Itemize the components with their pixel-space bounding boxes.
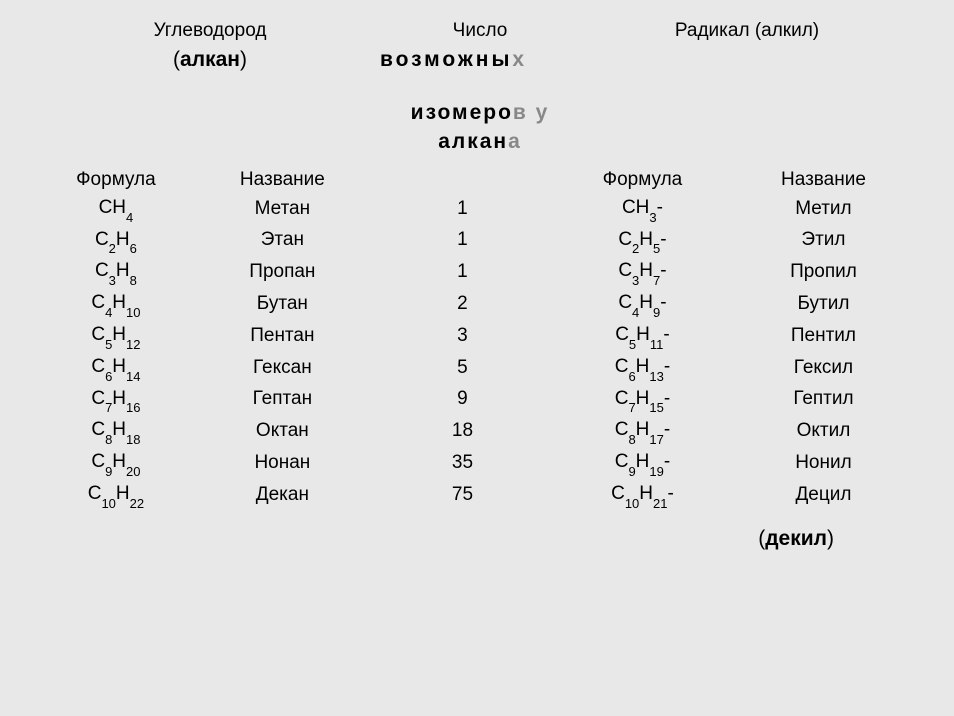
cell-formula-radical: C3H7-: [552, 256, 733, 288]
cell-isomer-count: 1: [373, 256, 552, 288]
cell-isomer-count: 9: [373, 384, 552, 416]
sub-header-row: (алкан) возможных: [40, 48, 914, 72]
alkane-table: Формула Название Формула Название CH4Мет…: [40, 165, 914, 511]
cell-name-radical: Октил: [733, 415, 914, 447]
cell-formula-radical: C6H13-: [552, 352, 733, 384]
cell-formula-radical: C2H5-: [552, 225, 733, 257]
cell-isomer-count: 1: [373, 225, 552, 257]
col-header-name-1: Название: [192, 165, 373, 193]
possible-label: возможных: [380, 48, 640, 72]
cell-formula-radical: C9H19-: [552, 447, 733, 479]
cell-name-alkane: Этан: [192, 225, 373, 257]
cell-name-alkane: Гептан: [192, 384, 373, 416]
table-row: C7H16Гептан9C7H15-Гептил: [40, 384, 914, 416]
footer-decyl: (декил): [40, 527, 914, 551]
cell-name-alkane: Пропан: [192, 256, 373, 288]
header-number: Число: [380, 20, 580, 42]
cell-name-alkane: Пентан: [192, 320, 373, 352]
cell-isomer-count: 18: [373, 415, 552, 447]
table-row: C10H22Декан75C10H21-Децил: [40, 479, 914, 511]
cell-name-alkane: Бутан: [192, 288, 373, 320]
cell-isomer-count: 5: [373, 352, 552, 384]
cell-name-radical: Пентил: [733, 320, 914, 352]
col-header-formula-2: Формула: [552, 165, 733, 193]
cell-formula-radical: C5H11-: [552, 320, 733, 352]
header-hydrocarbon: Углеводород: [40, 20, 380, 42]
cell-isomer-count: 1: [373, 193, 552, 225]
table-row: C9H20Нонан35C9H19-Нонил: [40, 447, 914, 479]
isomers-label: изомеров у алкана: [340, 98, 620, 157]
cell-formula-alkane: C7H16: [40, 384, 192, 416]
cell-name-radical: Этил: [733, 225, 914, 257]
paren-open: (: [173, 48, 180, 71]
cell-formula-radical: C4H9-: [552, 288, 733, 320]
cell-name-radical: Гексил: [733, 352, 914, 384]
cell-formula-radical: CH3-: [552, 193, 733, 225]
cell-formula-alkane: C2H6: [40, 225, 192, 257]
cell-isomer-count: 3: [373, 320, 552, 352]
cell-formula-alkane: C8H18: [40, 415, 192, 447]
table-row: C4H10Бутан2C4H9-Бутил: [40, 288, 914, 320]
cell-formula-radical: C7H15-: [552, 384, 733, 416]
cell-isomer-count: 2: [373, 288, 552, 320]
cell-name-alkane: Нонан: [192, 447, 373, 479]
isomers-line1-fade: в у: [513, 101, 549, 124]
cell-name-radical: Нонил: [733, 447, 914, 479]
cell-formula-alkane: C4H10: [40, 288, 192, 320]
isomers-label-row: изомеров у алкана: [40, 98, 914, 157]
top-header-row: Углеводород Число Радикал (алкил): [40, 20, 914, 42]
footer-word: декил: [765, 527, 827, 550]
cell-name-radical: Бутил: [733, 288, 914, 320]
col-header-iso: [373, 165, 552, 193]
table-row: C2H6Этан1C2H5-Этил: [40, 225, 914, 257]
header-radical: Радикал (алкил): [580, 20, 914, 42]
cell-name-alkane: Октан: [192, 415, 373, 447]
cell-formula-alkane: CH4: [40, 193, 192, 225]
cell-formula-alkane: C3H8: [40, 256, 192, 288]
isomers-line2: алкан: [438, 130, 508, 153]
possible-fade: х: [512, 48, 527, 71]
footer-paren-close: ): [827, 527, 834, 550]
isomers-line1: изомеро: [411, 101, 513, 124]
table-body: CH4Метан1CH3-МетилC2H6Этан1C2H5-ЭтилC3H8…: [40, 193, 914, 511]
cell-isomer-count: 35: [373, 447, 552, 479]
cell-formula-alkane: C9H20: [40, 447, 192, 479]
cell-name-radical: Децил: [733, 479, 914, 511]
cell-name-alkane: Метан: [192, 193, 373, 225]
paren-close: ): [240, 48, 247, 71]
table-row: C5H12Пентан3C5H11-Пентил: [40, 320, 914, 352]
cell-formula-alkane: C10H22: [40, 479, 192, 511]
cell-formula-radical: C8H17-: [552, 415, 733, 447]
cell-name-alkane: Декан: [192, 479, 373, 511]
possible-text: возможны: [380, 48, 512, 71]
isomers-line2-fade: а: [508, 130, 522, 153]
alkane-label: (алкан): [40, 48, 380, 72]
cell-isomer-count: 75: [373, 479, 552, 511]
cell-formula-alkane: C5H12: [40, 320, 192, 352]
table-row: C6H14Гексан5C6H13-Гексил: [40, 352, 914, 384]
cell-formula-radical: C10H21-: [552, 479, 733, 511]
table-row: CH4Метан1CH3-Метил: [40, 193, 914, 225]
cell-name-radical: Гептил: [733, 384, 914, 416]
cell-name-alkane: Гексан: [192, 352, 373, 384]
col-header-name-2: Название: [733, 165, 914, 193]
table-header-row: Формула Название Формула Название: [40, 165, 914, 193]
cell-name-radical: Пропил: [733, 256, 914, 288]
table-row: C3H8Пропан1C3H7-Пропил: [40, 256, 914, 288]
col-header-formula-1: Формула: [40, 165, 192, 193]
table-row: C8H18Октан18C8H17-Октил: [40, 415, 914, 447]
cell-name-radical: Метил: [733, 193, 914, 225]
cell-formula-alkane: C6H14: [40, 352, 192, 384]
alkane-word: алкан: [180, 48, 240, 71]
